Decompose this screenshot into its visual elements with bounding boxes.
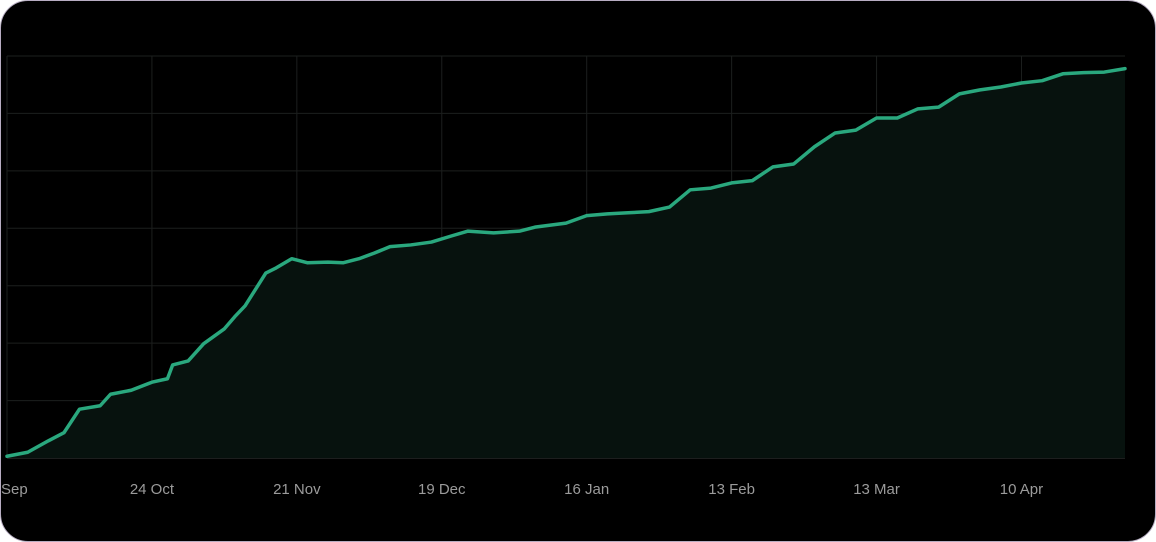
x-tick-label: 13 Feb — [708, 481, 755, 498]
x-tick-label: 24 Oct — [130, 481, 175, 498]
x-tick-label: 13 Mar — [853, 481, 900, 498]
series-line — [5, 66, 1127, 459]
x-tick-label: 21 Nov — [273, 481, 321, 498]
area-fill — [7, 68, 1125, 459]
x-tick-label: Sep — [1, 481, 28, 498]
x-tick-label: 19 Dec — [418, 481, 466, 498]
x-tick-label: 16 Jan — [564, 481, 609, 498]
x-tick-label: 10 Apr — [1000, 481, 1043, 498]
